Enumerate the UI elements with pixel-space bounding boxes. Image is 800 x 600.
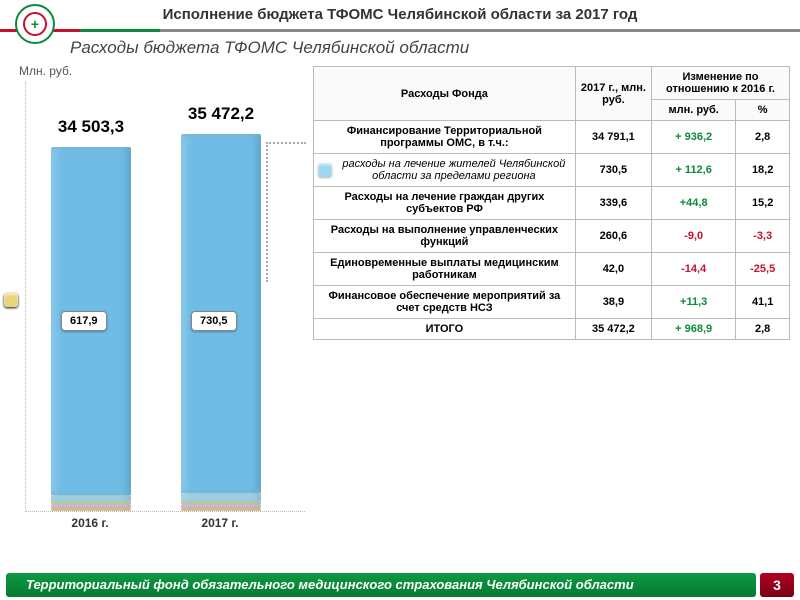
row-name: расходы на лечение жителей Челябинской о… (314, 154, 576, 187)
row-delta: + 968,9 (652, 319, 736, 340)
th-change-abs: млн. руб. (652, 100, 736, 121)
bar-group-1: 35 472,2730,5 (181, 104, 261, 511)
th-2017: 2017 г., млн. руб. (575, 67, 651, 121)
row-pct: -3,3 (736, 220, 790, 253)
row-pct: 41,1 (736, 286, 790, 319)
x-axis: 2016 г. 2017 г. (25, 512, 305, 530)
table-row: ИТОГО35 472,2+ 968,92,8 (314, 319, 790, 340)
row-value: 34 791,1 (575, 121, 651, 154)
table-column: Расходы Фонда 2017 г., млн. руб. Изменен… (305, 60, 790, 548)
logo: + (15, 4, 55, 44)
legend-marker-icon (4, 293, 18, 307)
table-row: Расходы на лечение граждан других субъек… (314, 187, 790, 220)
header: + Исполнение бюджета ТФОМС Челябинской о… (0, 0, 800, 32)
legend-marker-icon (318, 163, 332, 177)
footer: Территориальный фонд обязательного медиц… (0, 572, 800, 600)
row-name: ИТОГО (314, 319, 576, 340)
connector-line (266, 142, 306, 282)
row-delta: -9,0 (652, 220, 736, 253)
logo-plus-icon: + (23, 12, 47, 36)
row-name: Финансовое обеспечение мероприятий за сч… (314, 286, 576, 319)
row-name: Расходы на лечение граждан других субъек… (314, 187, 576, 220)
row-value: 38,9 (575, 286, 651, 319)
row-value: 339,6 (575, 187, 651, 220)
x-label-0: 2016 г. (25, 516, 155, 530)
table-row: Единовременные выплаты медицинским работ… (314, 253, 790, 286)
row-pct: 15,2 (736, 187, 790, 220)
th-name: Расходы Фонда (314, 67, 576, 121)
row-name: Единовременные выплаты медицинским работ… (314, 253, 576, 286)
row-value: 730,5 (575, 154, 651, 187)
table-row: расходы на лечение жителей Челябинской о… (314, 154, 790, 187)
row-name: Финансирование Территориальной программы… (314, 121, 576, 154)
row-delta: +44,8 (652, 187, 736, 220)
bar-segment (181, 509, 261, 511)
stacked-bar-chart: 34 503,3617,935 472,2730,5 (25, 82, 305, 512)
bar-segment (51, 509, 131, 511)
table-row: Финансирование Территориальной программы… (314, 121, 790, 154)
x-label-1: 2017 г. (155, 516, 285, 530)
header-divider (0, 29, 800, 32)
bar-inner-label: 730,5 (191, 311, 237, 331)
row-delta: +11,3 (652, 286, 736, 319)
y-axis-label: Млн. руб. (15, 60, 305, 78)
bar-segment (181, 493, 261, 501)
row-pct: 2,8 (736, 319, 790, 340)
page-number: 3 (760, 573, 794, 597)
subtitle: Расходы бюджета ТФОМС Челябинской област… (0, 32, 800, 60)
row-pct: 18,2 (736, 154, 790, 187)
row-value: 42,0 (575, 253, 651, 286)
page-title: Исполнение бюджета ТФОМС Челябинской обл… (0, 6, 800, 29)
bar-group-0: 34 503,3617,9 (51, 117, 131, 511)
content: Млн. руб. 34 503,3617,935 472,2730,5 201… (0, 60, 800, 548)
th-change: Изменение по отношению к 2016 г. (652, 67, 790, 100)
row-value: 260,6 (575, 220, 651, 253)
table-row: Расходы на выполнение управленческих фун… (314, 220, 790, 253)
row-value: 35 472,2 (575, 319, 651, 340)
row-pct: -25,5 (736, 253, 790, 286)
expenses-table: Расходы Фонда 2017 г., млн. руб. Изменен… (313, 66, 790, 340)
row-delta: + 112,6 (652, 154, 736, 187)
bar-total-label: 35 472,2 (151, 104, 291, 124)
footer-text: Территориальный фонд обязательного медиц… (6, 573, 756, 597)
row-pct: 2,8 (736, 121, 790, 154)
bar-total-label: 34 503,3 (21, 117, 161, 137)
row-name: Расходы на выполнение управленческих фун… (314, 220, 576, 253)
row-delta: -14,4 (652, 253, 736, 286)
bar-inner-label: 617,9 (61, 311, 107, 331)
th-change-pct: % (736, 100, 790, 121)
row-delta: + 936,2 (652, 121, 736, 154)
chart-column: Млн. руб. 34 503,3617,935 472,2730,5 201… (15, 60, 305, 548)
table-row: Финансовое обеспечение мероприятий за сч… (314, 286, 790, 319)
